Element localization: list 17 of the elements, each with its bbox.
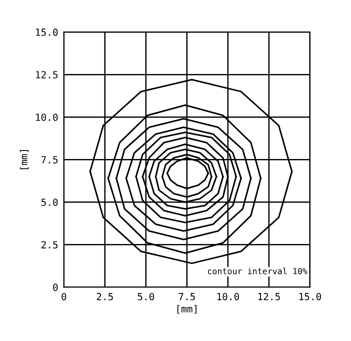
- y-tick-label: 10.0: [36, 114, 58, 121]
- x-tick-label: 2.5: [96, 292, 113, 300]
- annotation: contour interval 10%: [208, 268, 308, 274]
- y-tick-label: 2.5: [41, 241, 58, 248]
- x-tick-label: 0: [62, 292, 66, 300]
- y-tick-label: 5.0: [41, 198, 58, 206]
- x-tick-label: 10.0: [217, 292, 239, 300]
- x-tick-label: 12.5: [258, 292, 280, 300]
- x-tick-label: 5.0: [138, 292, 154, 300]
- y-tick-label: 12.5: [36, 71, 58, 78]
- y-axis-title: [mm]: [20, 150, 29, 170]
- x-tick-label: 15.0: [299, 292, 322, 300]
- x-tick-label: 7.5: [178, 293, 195, 300]
- y-tick-label: 7.5: [41, 156, 58, 164]
- y-tick-label: 0: [53, 284, 58, 291]
- y-tick-label: 15.0: [36, 28, 58, 36]
- x-axis-title: [mm]: [177, 304, 196, 314]
